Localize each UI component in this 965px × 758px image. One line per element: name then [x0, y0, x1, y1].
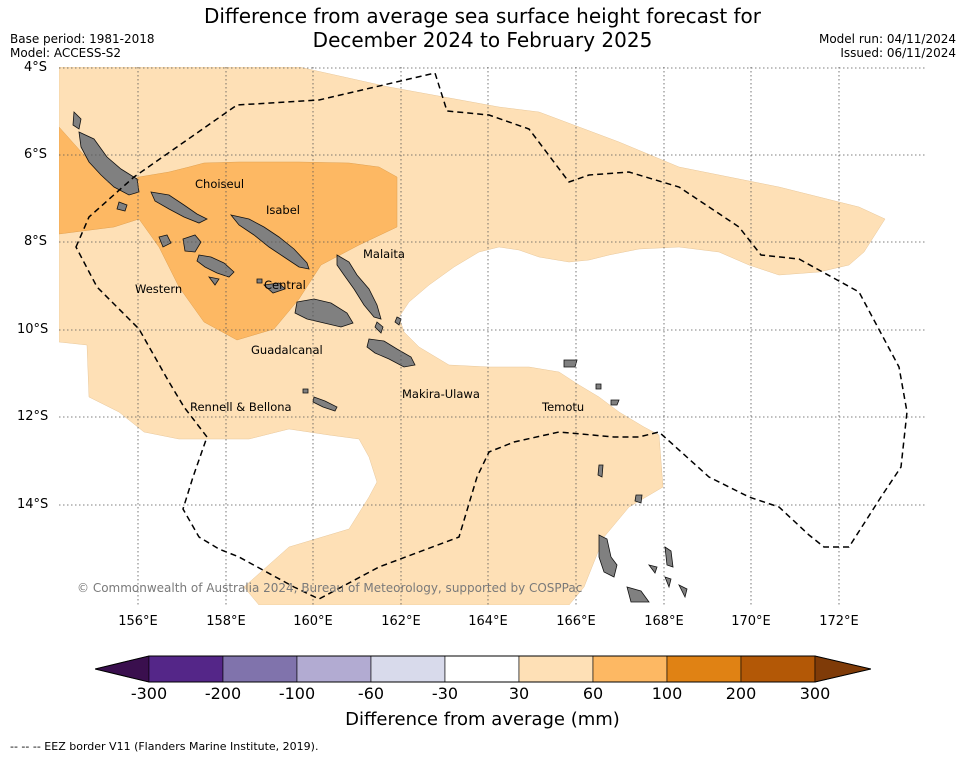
graticule: [59, 67, 926, 605]
colorbar-tick-4: -60: [357, 684, 385, 703]
island-vanuatu-6: [678, 584, 688, 599]
copyright-text: © Commonwealth of Australia 2024, Bureau…: [77, 581, 582, 595]
island-malaita: [336, 254, 382, 320]
eez-border: [75, 72, 908, 600]
colorbar-tick-8: 100: [651, 684, 683, 703]
colorbar-tick-7: 60: [582, 684, 604, 703]
label-malaita: Malaita: [363, 247, 405, 261]
island-vanuatu-1: [598, 534, 618, 578]
colorbar-tick-9: 200: [725, 684, 757, 703]
eez-legend: -- -- -- EEZ border V11 (Flanders Marine…: [10, 740, 319, 753]
island-small-malaita: [374, 321, 384, 334]
island-isabel: [229, 214, 310, 270]
base-period: Base period: 1981-2018: [10, 32, 155, 46]
island-vanuatu-4: [648, 564, 658, 574]
lat-label-8s: 8°S: [24, 234, 48, 249]
island-vanikoro: [610, 399, 620, 406]
lat-label-14s: 14°S: [17, 497, 49, 512]
island-rennell: [312, 396, 338, 412]
colorbar-tick-2: -200: [204, 684, 242, 703]
colorbar-tick-6: 30: [508, 684, 530, 703]
lon-label-158e: 158°E: [206, 614, 246, 629]
label-western: Western: [135, 282, 182, 296]
island-florida: [263, 282, 286, 294]
island-makira: [366, 338, 416, 368]
island-bougainville: [78, 131, 140, 196]
lon-label-156e: 156°E: [118, 614, 158, 629]
anomaly-region-60-100: [59, 126, 398, 341]
lat-label-10s: 10°S: [17, 322, 49, 337]
lon-label-170e: 170°E: [731, 614, 771, 629]
island-banks: [634, 494, 643, 504]
land-islands: [72, 111, 688, 603]
colorbar-bin-1: [148, 655, 224, 683]
label-isabel: Isabel: [266, 203, 300, 217]
island-kolombangara: [182, 234, 202, 253]
island-santa-cruz: [563, 359, 578, 368]
lon-label-166e: 166°E: [556, 614, 596, 629]
label-temotu: Temotu: [541, 400, 584, 414]
province-labels: Choiseul Isabel Malaita Western Central …: [135, 177, 584, 414]
island-bellona: [302, 388, 309, 394]
label-central: Central: [264, 278, 306, 292]
title-line-2: December 2024 to February 2025: [312, 28, 653, 52]
run-info: Model run: 04/11/2024 Issued: 06/11/2024: [819, 32, 956, 60]
colorbar-bin-3: [296, 655, 372, 683]
lon-label-160e: 160°E: [293, 614, 333, 629]
lon-label-172e: 172°E: [819, 614, 859, 629]
colorbar: [95, 655, 871, 683]
island-buka: [72, 111, 82, 130]
island-savo: [256, 278, 263, 284]
colorbar-extend-low: [95, 655, 150, 683]
island-vella: [158, 234, 172, 248]
colorbar-tick-1: -300: [130, 684, 168, 703]
island-choiseul: [150, 191, 208, 224]
lat-label-6s: 6°S: [24, 147, 48, 162]
colorbar-bin-4: [370, 655, 446, 683]
island-guadalcanal: [294, 298, 354, 328]
island-torres: [597, 464, 604, 478]
island-vanuatu-3: [664, 546, 674, 568]
colorbar-bin-7: [592, 655, 668, 683]
label-makira-ulawa: Makira-Ulawa: [402, 387, 480, 401]
lon-label-164e: 164°E: [468, 614, 508, 629]
eez-solomon-islands: [75, 72, 908, 600]
island-shortlands: [116, 201, 128, 212]
island-utupua: [595, 383, 602, 390]
colorbar-bin-2: [222, 655, 298, 683]
issued-date: Issued: 06/11/2024: [840, 46, 956, 60]
island-ulawa: [394, 316, 402, 326]
colorbar-bin-5: [444, 655, 520, 683]
label-rennell-bellona: Rennell & Bellona: [190, 400, 292, 414]
model-name: Model: ACCESS-S2: [10, 46, 122, 60]
model-run: Model run: 04/11/2024: [818, 32, 956, 46]
colorbar-title: Difference from average (mm): [345, 709, 620, 730]
model-info: Base period: 1981-2018 Model: ACCESS-S2: [10, 32, 155, 60]
colorbar-bin-8: [666, 655, 742, 683]
map-title: Difference from average sea surface heig…: [0, 4, 965, 52]
lat-label-12s: 12°S: [17, 409, 49, 424]
colorbar-outline: [95, 655, 871, 683]
sea-level-map: Choiseul Isabel Malaita Western Central …: [59, 67, 926, 605]
lon-label-162e: 162°E: [381, 614, 421, 629]
lon-label-168e: 168°E: [644, 614, 684, 629]
colorbar-tick-10: 300: [799, 684, 831, 703]
island-rendova: [208, 276, 220, 286]
colorbar-tick-3: -100: [278, 684, 316, 703]
colorbar-bin-9: [740, 655, 816, 683]
island-vanuatu-2: [626, 586, 650, 603]
colorbar-tick-5: -30: [431, 684, 459, 703]
lat-label-4s: 4°S: [24, 60, 48, 75]
colorbar-extend-high: [814, 655, 871, 683]
island-new-georgia: [196, 254, 235, 278]
label-guadalcanal: Guadalcanal: [251, 343, 323, 357]
title-line-1: Difference from average sea surface heig…: [203, 4, 762, 28]
island-vanuatu-5: [664, 576, 672, 589]
label-choiseul: Choiseul: [195, 177, 244, 191]
colorbar-bin-6: [518, 655, 594, 683]
